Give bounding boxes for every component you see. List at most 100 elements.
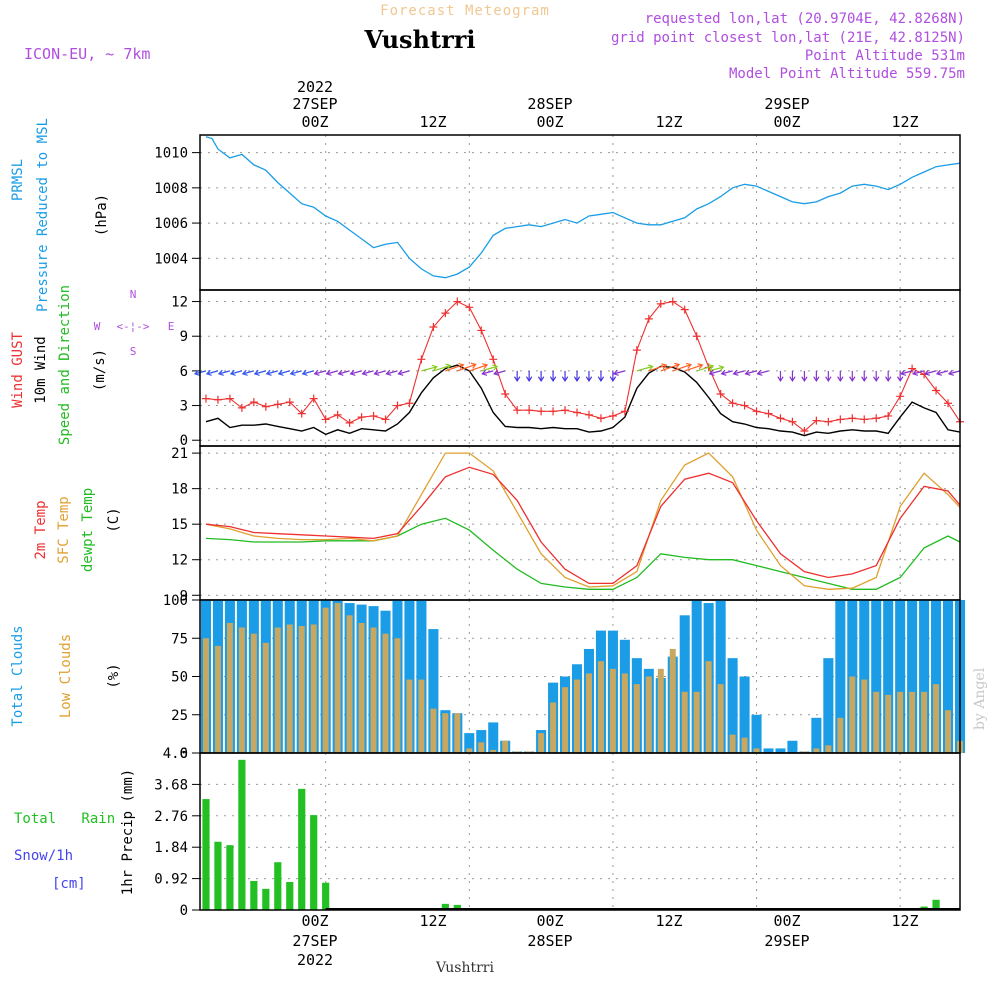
- wind-arrow-head: [732, 369, 739, 376]
- low-cloud-bar: [609, 668, 616, 753]
- y-tick-label: 15: [171, 517, 188, 533]
- top-hour-label-1: 00Z: [301, 113, 328, 131]
- wind-arrow-head: [549, 376, 557, 383]
- wind-arrow-head: [217, 369, 224, 376]
- wind-gust-marker: [872, 414, 881, 423]
- wind-arrow-shaft: [218, 370, 231, 375]
- y-tick-label: 0: [180, 746, 188, 762]
- total-cloud-bar: [943, 600, 954, 753]
- wind-arrow-head: [609, 376, 617, 383]
- low-cloud-bar: [897, 691, 904, 753]
- bottom-hour-label-1: 00Z: [301, 912, 328, 930]
- wind-arrow-head: [458, 362, 465, 369]
- wind-direction-arrow: [433, 363, 452, 372]
- rain-bar: [322, 882, 330, 910]
- wind-gust-marker: [417, 355, 426, 364]
- low-cloud-bar: [358, 622, 365, 753]
- wind-direction-arrow: [481, 364, 499, 372]
- y-tick-label: 25: [171, 708, 188, 724]
- wind-gust-marker: [513, 406, 522, 415]
- wind-direction-arrow: [720, 369, 733, 376]
- wind-direction-arrow: [756, 369, 769, 376]
- wind-arrow-head: [708, 369, 715, 376]
- panel-2: 0 3 6 9 12: [171, 289, 964, 449]
- wind-arrow-shaft: [708, 366, 724, 372]
- wind-arrow-shaft: [648, 364, 667, 372]
- bottom-year-label: 2022: [297, 951, 333, 969]
- wind-arrow-head: [912, 369, 919, 376]
- wind-arrow-shaft: [314, 370, 326, 375]
- wind-arrow-shaft: [302, 370, 314, 375]
- wind-direction-arrow: [696, 363, 715, 372]
- wind-direction-arrow: [385, 369, 398, 376]
- low-cloud-bar: [298, 626, 305, 753]
- total-cloud-bar: [428, 629, 439, 753]
- wind-arrow-head: [289, 369, 296, 376]
- wind-gust-marker: [297, 409, 306, 418]
- requested-coords: requested lon,lat (20.9704E, 42.8268N): [645, 11, 965, 27]
- wind-direction-arrow: [301, 369, 314, 376]
- wind-gust-marker: [225, 394, 234, 403]
- wind-arrow-head: [896, 376, 904, 383]
- wind-gust-marker: [273, 400, 282, 409]
- y-tick-label: 3: [180, 399, 188, 415]
- low-cloud-bar: [490, 749, 497, 753]
- wind-direction-arrow: [537, 370, 545, 383]
- total-cloud-bar: [823, 658, 834, 753]
- y-tick-label: 75: [171, 631, 188, 647]
- panels-layer: 1004100610081010036912912151821025507510…: [154, 134, 966, 919]
- wind-direction-arrow: [265, 369, 278, 376]
- total-cloud-bar: [811, 717, 822, 753]
- wind-gust-marker: [465, 303, 474, 312]
- wind-arrow-head: [861, 376, 868, 383]
- low-cloud-bar: [681, 691, 688, 753]
- total-cloud-bar: [859, 600, 870, 753]
- total-cloud-bar: [691, 600, 702, 753]
- wind-gust-marker: [740, 401, 749, 410]
- rain-bar: [262, 888, 270, 910]
- wind-gust-marker: [381, 415, 390, 424]
- wind-direction-arrow: [636, 364, 654, 372]
- wind-arrow-shaft: [482, 370, 494, 375]
- wind-arrow-shaft: [672, 364, 692, 372]
- wind-arrow-head: [561, 376, 569, 383]
- panel-4: 0 25 50 75 100: [163, 593, 966, 762]
- pressure-unit-label: (hPa): [94, 194, 110, 236]
- low-cloud-bar: [741, 737, 748, 753]
- top-hour-label-4: 12Z: [655, 113, 682, 131]
- wind-gust-marker: [249, 398, 258, 407]
- wind-arrow-shaft: [350, 370, 362, 375]
- wind-arrow-head: [229, 369, 236, 376]
- low-cloud-bar: [885, 694, 892, 753]
- y-tick-label: 0.92: [154, 872, 188, 888]
- wind-direction-arrow: [253, 369, 266, 376]
- wind-arrow-shaft: [278, 370, 290, 375]
- total-cloud-bar: [751, 714, 762, 753]
- compass-north: N: [130, 288, 137, 301]
- wind-arrow-head: [777, 376, 784, 383]
- wind-direction-arrow: [241, 369, 255, 376]
- low-cloud-bar: [238, 627, 245, 753]
- wind-gust-marker: [848, 414, 857, 423]
- low-cloud-bar: [334, 603, 341, 753]
- low-cloud-bar: [813, 748, 820, 753]
- wind-direction-arrow: [648, 363, 668, 372]
- wind-arrow-head: [265, 369, 272, 376]
- rain-bar: [214, 841, 222, 910]
- wind-direction-arrow: [277, 369, 290, 376]
- wind-arrow-head: [361, 369, 368, 376]
- wind-arrow-head: [612, 369, 619, 376]
- wind-direction-arrow: [349, 369, 362, 376]
- low-cloud-bar: [442, 713, 449, 753]
- panel-1: 1004 1006 1008 1010: [154, 134, 961, 291]
- wind-direction-arrow: [935, 369, 949, 376]
- precip-unit-label: 1hr Precip (mm): [120, 769, 136, 895]
- wind-arrow-head: [661, 363, 668, 370]
- wind-gust-marker: [333, 410, 342, 419]
- wind-arrow-head: [241, 369, 248, 376]
- total-cloud-bar: [835, 600, 846, 753]
- low-cloud-bar: [597, 661, 604, 753]
- y-tick-label: 1008: [154, 181, 188, 197]
- total-cloud-bar: [931, 600, 942, 753]
- wind-gust-marker: [584, 410, 593, 419]
